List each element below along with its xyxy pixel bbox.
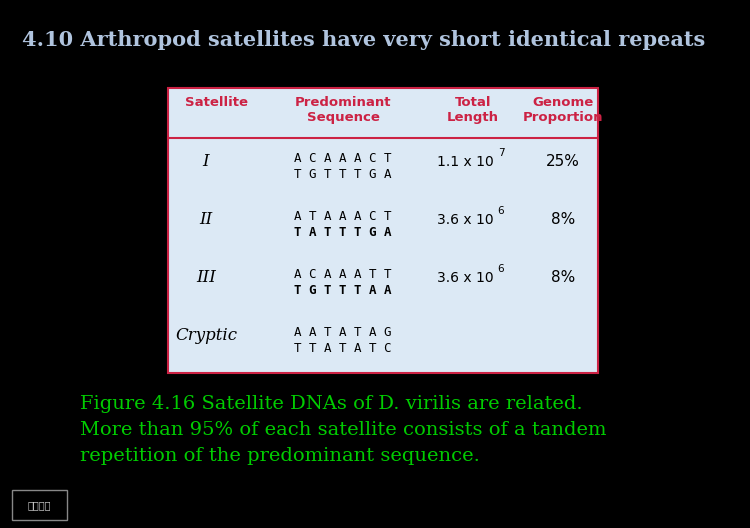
Text: 8%: 8%: [550, 270, 575, 286]
Text: More than 95% of each satellite consists of a tandem: More than 95% of each satellite consists…: [80, 421, 607, 439]
Text: II: II: [200, 212, 213, 229]
Text: 3.6 x 10: 3.6 x 10: [436, 271, 494, 285]
Text: A C A A A C T: A C A A A C T: [294, 152, 392, 165]
Text: I: I: [202, 154, 209, 171]
Text: 1.1 x 10: 1.1 x 10: [436, 155, 494, 169]
Text: A T A A A C T: A T A A A C T: [294, 210, 392, 222]
Text: Total
Length: Total Length: [447, 96, 499, 124]
Text: Satellite: Satellite: [184, 96, 248, 109]
Text: Genome
Proportion: Genome Proportion: [523, 96, 603, 124]
Text: T G T T T A A: T G T T T A A: [294, 285, 392, 297]
Text: Figure 4.16 Satellite DNAs of D. virilis are related.: Figure 4.16 Satellite DNAs of D. virilis…: [80, 395, 583, 413]
Text: 6: 6: [498, 206, 504, 216]
Text: repetition of the predominant sequence.: repetition of the predominant sequence.: [80, 447, 480, 465]
Text: III: III: [196, 269, 216, 287]
Text: T G T T T G A: T G T T T G A: [294, 168, 392, 182]
Text: 4.10 Arthropod satellites have very short identical repeats: 4.10 Arthropod satellites have very shor…: [22, 30, 705, 50]
Text: 25%: 25%: [546, 155, 580, 169]
Text: 清华大学: 清华大学: [27, 500, 51, 510]
Text: 8%: 8%: [550, 212, 575, 228]
Text: Predominant
Sequence: Predominant Sequence: [295, 96, 392, 124]
Text: T T A T A T C: T T A T A T C: [294, 343, 392, 355]
Text: A A T A T A G: A A T A T A G: [294, 325, 392, 338]
Text: A C A A A T T: A C A A A T T: [294, 268, 392, 280]
Text: 6: 6: [498, 264, 504, 274]
Text: 7: 7: [498, 148, 504, 158]
Text: Cryptic: Cryptic: [175, 327, 237, 344]
FancyBboxPatch shape: [168, 88, 598, 373]
Text: 3.6 x 10: 3.6 x 10: [436, 213, 494, 227]
Text: T A T T T G A: T A T T T G A: [294, 227, 392, 240]
